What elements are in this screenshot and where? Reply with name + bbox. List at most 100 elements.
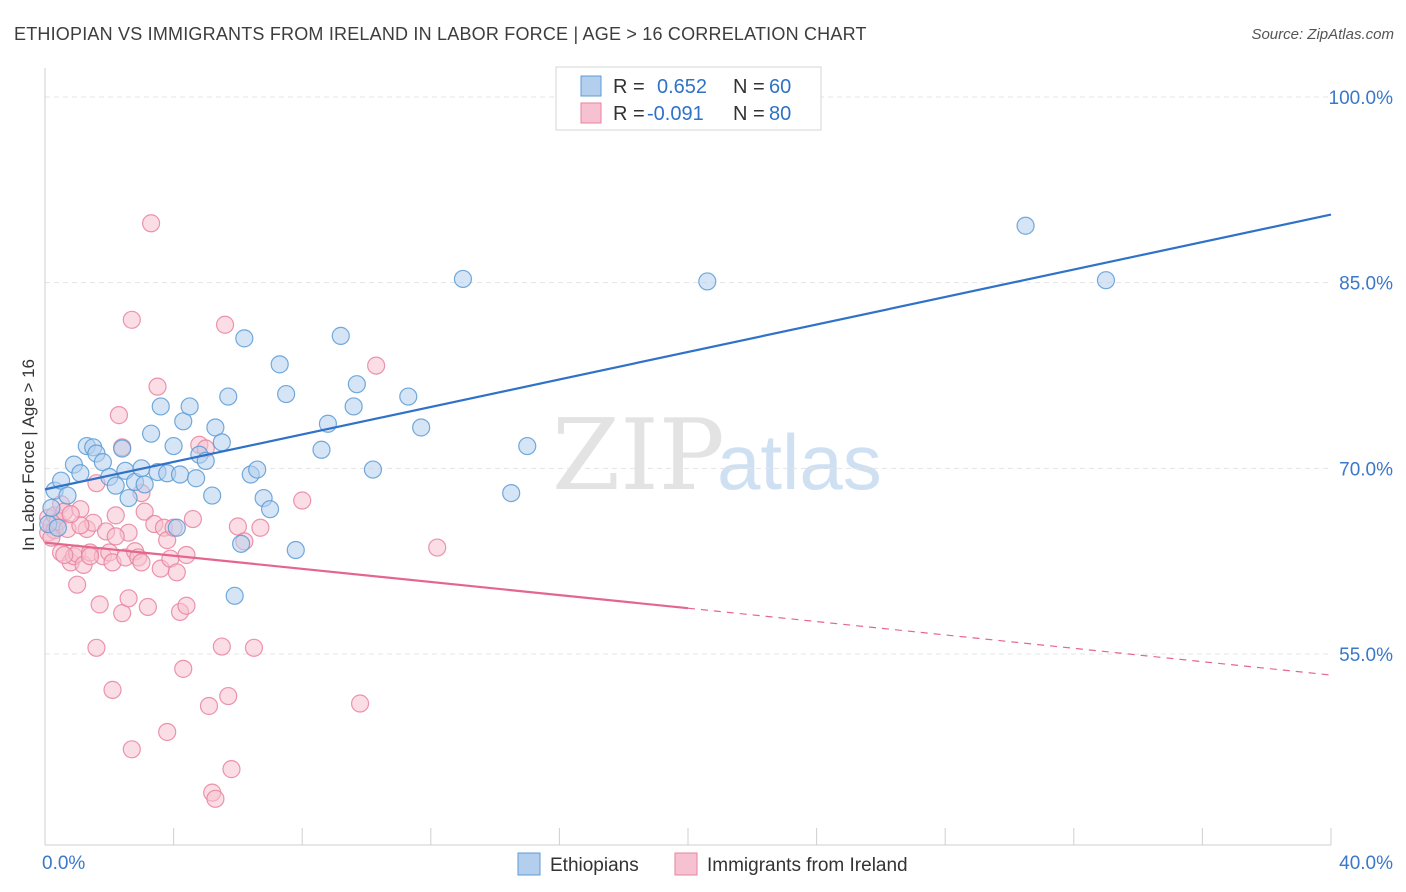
ethiopians-point-14	[113, 439, 132, 458]
ireland-point-75	[106, 527, 125, 546]
ireland-point-59	[199, 696, 219, 716]
ethiopians-point-54	[502, 483, 521, 503]
ireland-point-35	[122, 740, 141, 759]
ireland-point-54	[177, 596, 196, 615]
ireland-point-70	[293, 491, 312, 510]
ethiopians-point-39	[248, 460, 267, 479]
ireland-point-76	[55, 545, 74, 565]
ethiopians-point-34	[219, 387, 238, 406]
legend-r-value-ireland: -0.091	[647, 103, 704, 125]
ethiopians-point-36	[232, 534, 251, 553]
ireland-point-28	[109, 406, 129, 425]
legend-n-value-ethiopians: 60	[769, 76, 791, 98]
trend-line-ethiopians	[44, 213, 1332, 491]
ethiopians-point-16	[119, 488, 138, 508]
series-legend-label-ethiopians: Ethiopians	[550, 855, 639, 876]
ireland-point-55	[177, 545, 196, 565]
ireland-point-53	[174, 659, 193, 678]
ireland-point-69	[251, 518, 270, 537]
legend-r-value-ethiopians: 0.652	[657, 76, 707, 98]
trend-line-ireland	[44, 541, 689, 610]
ireland-point-12	[68, 575, 87, 594]
ethiopians-point-5	[58, 486, 77, 505]
ethiopians-point-13	[106, 476, 125, 495]
series-ireland-points	[39, 214, 447, 808]
ethiopians-point-53	[453, 269, 473, 289]
ethiopians-point-37	[235, 329, 254, 348]
ethiopians-point-27	[180, 397, 199, 416]
ethiopians-point-25	[170, 465, 190, 484]
ethiopians-point-47	[331, 326, 350, 345]
chart-title: ETHIOPIAN VS IMMIGRANTS FROM IRELAND IN …	[14, 24, 867, 44]
ireland-point-40	[135, 502, 154, 521]
ethiopians-point-55	[518, 436, 537, 456]
ethiopians-point-59	[167, 518, 186, 537]
ethiopians-point-1	[42, 498, 61, 518]
ireland-point-71	[350, 694, 370, 713]
ireland-point-44	[148, 377, 167, 396]
ethiopians-point-49	[347, 375, 366, 394]
ireland-point-51	[167, 563, 186, 582]
watermark-atlas: atlas	[717, 418, 882, 506]
ethiopians-point-33	[212, 433, 231, 452]
ireland-point-63	[215, 315, 235, 334]
legend-n-value-ireland: 80	[769, 103, 791, 125]
x-tick-labels: 0.0% 40.0%	[42, 853, 1393, 874]
ireland-point-62	[212, 637, 231, 656]
ireland-point-26	[103, 680, 122, 699]
x-tick-label-0: 0.0%	[42, 853, 85, 874]
series-legend-swatch-ethiopians	[517, 852, 541, 876]
ethiopians-point-48	[344, 397, 363, 416]
ireland-point-20	[87, 638, 106, 657]
x-tick-label-1: 40.0%	[1339, 853, 1393, 874]
ethiopians-point-45	[312, 440, 331, 459]
ireland-point-65	[222, 760, 241, 779]
ethiopians-point-57	[1016, 216, 1035, 235]
ireland-point-56	[183, 509, 202, 529]
y-axis-label: In Labor Force | Age > 16	[19, 359, 38, 551]
legend-r-label-ireland: R =	[613, 103, 645, 125]
ethiopians-point-50	[363, 460, 383, 479]
ethiopians-point-19	[135, 475, 154, 494]
y-tick-labels: 100.0% 85.0% 70.0% 55.0%	[1329, 88, 1394, 666]
ireland-point-68	[244, 638, 264, 657]
ethiopians-point-44	[286, 540, 305, 560]
ireland-point-64	[219, 686, 238, 706]
ireland-point-73	[428, 538, 447, 557]
ireland-point-77	[80, 547, 100, 566]
ethiopians-point-31	[203, 486, 222, 505]
ethiopians-point-51	[399, 387, 418, 406]
series-ethiopians-points	[39, 216, 1116, 605]
ethiopians-point-7	[71, 464, 90, 483]
stats-legend: R = 0.652 N = 60 R = -0.091 N = 80	[555, 66, 822, 131]
y-tick-label-1: 85.0%	[1339, 274, 1393, 295]
ireland-point-39	[132, 553, 151, 572]
ireland-point-78	[61, 505, 80, 524]
ethiopians-point-22	[151, 397, 170, 416]
legend-swatch-ethiopians	[580, 75, 602, 97]
series-legend-label-ireland: Immigrants from Ireland	[707, 855, 908, 876]
ethiopians-point-56	[698, 272, 717, 291]
ethiopians-point-58	[1096, 271, 1116, 290]
ireland-point-48	[158, 722, 177, 742]
ethiopians-point-3	[48, 518, 67, 537]
ethiopians-point-42	[270, 355, 289, 374]
legend-n-label-ireland: N =	[733, 103, 765, 125]
legend-n-label-ethiopians: N =	[733, 76, 765, 98]
gridlines	[45, 96, 1331, 655]
ireland-point-32	[119, 589, 138, 608]
ethiopians-point-20	[141, 424, 161, 443]
trend-lines	[44, 213, 1332, 676]
ireland-point-72	[367, 356, 386, 375]
ethiopians-point-41	[260, 500, 280, 519]
legend-r-label-ethiopians: R =	[613, 76, 645, 98]
y-tick-label-2: 70.0%	[1339, 459, 1393, 480]
scatter-points	[39, 214, 1116, 808]
ireland-point-27	[106, 506, 125, 525]
ethiopians-point-28	[187, 469, 206, 488]
ethiopians-point-52	[412, 418, 431, 437]
watermark-zip: ZIP	[552, 399, 725, 513]
series-legend: Ethiopians Immigrants from Ireland	[517, 852, 908, 876]
y-tick-label-0: 100.0%	[1329, 88, 1394, 109]
